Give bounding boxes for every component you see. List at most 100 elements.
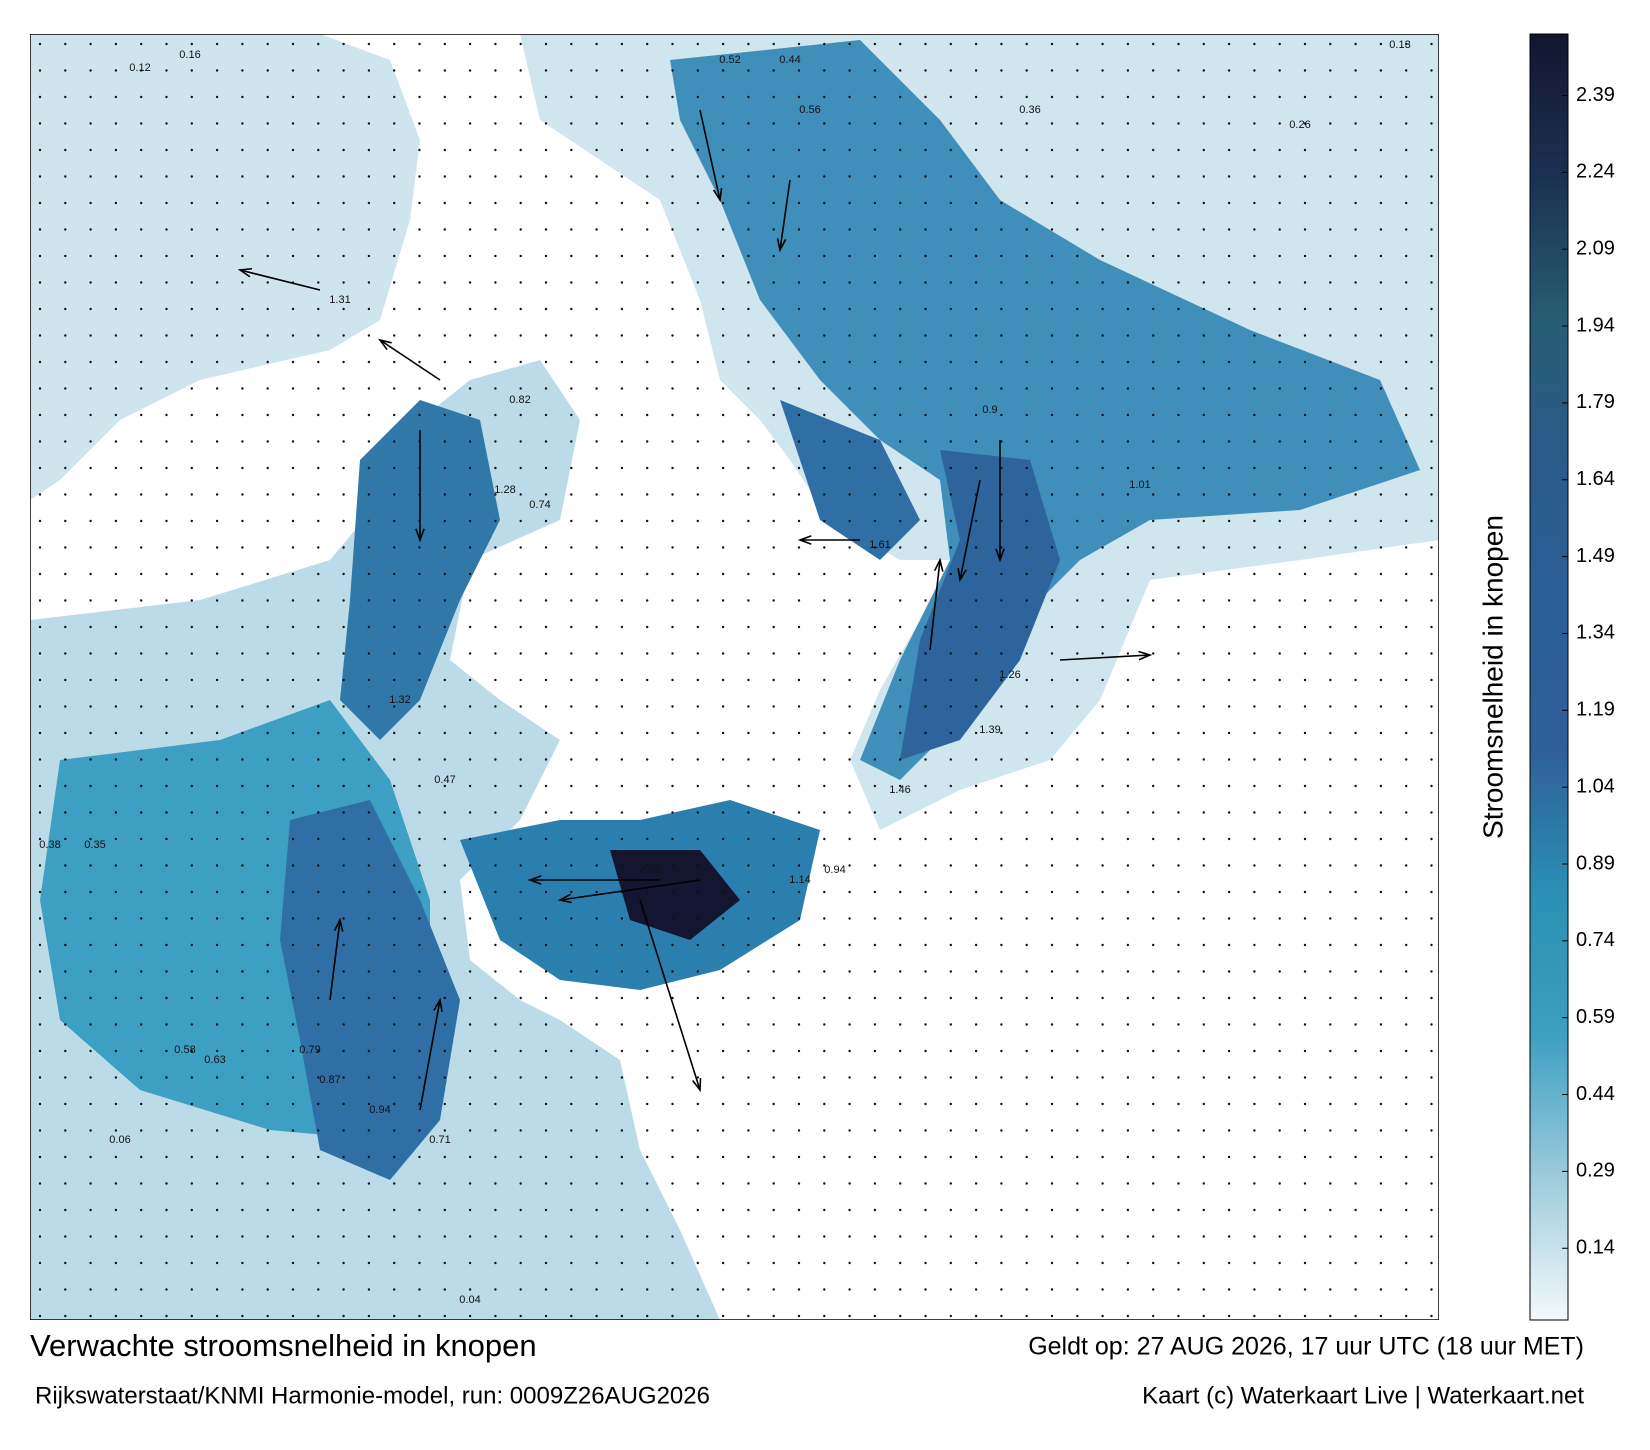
dot	[38, 440, 42, 443]
dot	[620, 69, 624, 72]
dot	[1101, 360, 1104, 364]
dot	[114, 201, 118, 205]
dot	[291, 334, 295, 337]
dot	[1152, 1182, 1155, 1185]
dot	[494, 996, 497, 1000]
dot	[974, 864, 978, 867]
dot	[443, 307, 446, 311]
dot	[38, 413, 42, 417]
dot	[1430, 440, 1433, 443]
dot	[64, 572, 67, 576]
dot	[696, 546, 699, 549]
colorbar-fill	[1529, 33, 1569, 1321]
dot	[1329, 625, 1332, 629]
dot	[873, 201, 877, 205]
dot	[418, 758, 421, 761]
dot	[1379, 281, 1383, 284]
dot	[899, 1102, 902, 1106]
dot	[595, 546, 598, 549]
dot	[519, 678, 522, 682]
dot	[595, 1182, 598, 1185]
dot	[89, 546, 92, 549]
dot	[1405, 1208, 1408, 1212]
dot	[671, 1049, 674, 1053]
dot	[620, 360, 624, 364]
dot	[646, 360, 649, 364]
dot	[1177, 1155, 1180, 1159]
dot	[1303, 1155, 1307, 1159]
dot	[215, 1049, 219, 1053]
dot	[873, 122, 877, 125]
dot	[1303, 1208, 1307, 1212]
dot	[418, 1182, 421, 1185]
dot	[595, 148, 598, 152]
dot	[570, 1049, 573, 1053]
dot	[1354, 1288, 1357, 1291]
dot	[1253, 943, 1256, 947]
dot	[646, 201, 649, 205]
dot	[1076, 1023, 1079, 1026]
dot	[140, 175, 143, 178]
dot	[367, 1102, 371, 1106]
dot	[89, 1023, 92, 1026]
dot	[1430, 652, 1433, 655]
dot	[317, 1049, 320, 1053]
dot	[1126, 1288, 1130, 1291]
dot	[140, 864, 143, 867]
dot	[38, 864, 42, 867]
dot	[1430, 917, 1433, 920]
dot	[570, 599, 573, 602]
dot	[64, 1155, 67, 1159]
colorbar-tick-label: 1.04	[1576, 775, 1615, 797]
dot	[570, 864, 573, 867]
dot	[721, 1076, 725, 1079]
dot	[595, 42, 598, 46]
dot	[772, 387, 775, 390]
dot	[1329, 254, 1332, 258]
dot	[140, 1102, 143, 1106]
dot	[1278, 1155, 1281, 1159]
dot	[620, 95, 624, 99]
dot	[797, 413, 801, 417]
dot	[215, 811, 219, 814]
dot	[721, 599, 725, 602]
dot	[215, 201, 219, 205]
dot	[873, 413, 877, 417]
dot	[418, 811, 421, 814]
dot	[646, 599, 649, 602]
dot	[848, 307, 851, 311]
dot	[393, 122, 396, 125]
dot	[266, 678, 269, 682]
dot	[1303, 466, 1307, 470]
dot	[1025, 42, 1028, 46]
dot	[393, 254, 396, 258]
dot	[266, 1049, 269, 1053]
dot	[823, 307, 826, 311]
dot	[190, 943, 193, 947]
dot	[165, 1235, 168, 1238]
dot	[89, 387, 92, 390]
dot	[646, 572, 649, 576]
dot	[64, 387, 67, 390]
dot	[89, 360, 92, 364]
dot	[949, 731, 952, 735]
dot	[772, 890, 775, 894]
dot	[418, 1288, 421, 1291]
dot	[1000, 837, 1003, 841]
dot	[772, 307, 775, 311]
dot	[1278, 175, 1281, 178]
dot	[646, 42, 649, 46]
dot	[823, 705, 826, 708]
dot	[89, 175, 92, 178]
dot	[165, 864, 168, 867]
dot	[1076, 758, 1079, 761]
dot	[266, 1235, 269, 1238]
dot	[393, 360, 396, 364]
dot	[165, 625, 168, 629]
dot	[595, 1049, 598, 1053]
dot	[671, 466, 674, 470]
dot	[671, 970, 674, 973]
dot	[1329, 307, 1332, 311]
dot	[949, 1288, 952, 1291]
dot	[1430, 175, 1433, 178]
